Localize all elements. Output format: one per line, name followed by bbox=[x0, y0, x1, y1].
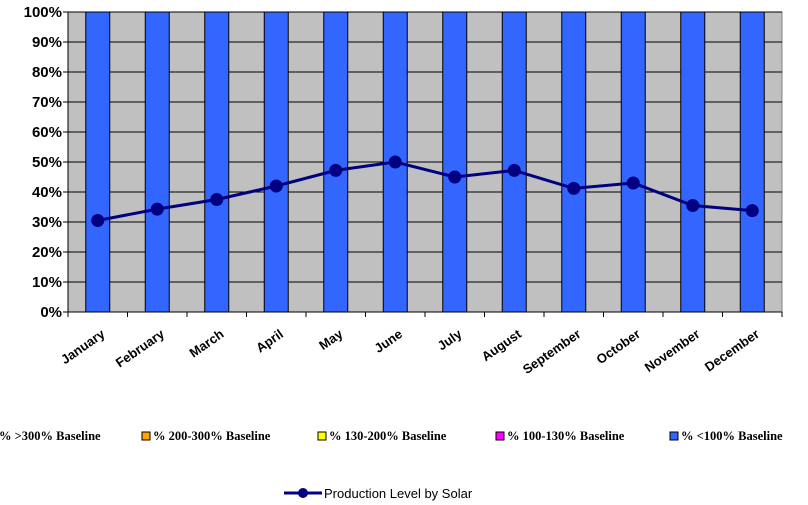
y-tick-label: 10% bbox=[32, 274, 62, 291]
y-tick-label: 40% bbox=[32, 184, 62, 201]
bar bbox=[501, 11, 527, 313]
line-point bbox=[686, 199, 700, 212]
y-tick-label: 80% bbox=[32, 64, 62, 81]
x-tick-label: December bbox=[702, 326, 762, 374]
x-tick-label: May bbox=[316, 326, 346, 353]
y-tick-label: 0% bbox=[40, 304, 62, 321]
bar bbox=[144, 11, 170, 313]
line-point bbox=[150, 202, 164, 216]
legend-marker bbox=[298, 488, 308, 498]
bar bbox=[85, 11, 111, 313]
legend-label: Production Level by Solar bbox=[324, 486, 473, 501]
legend-swatch bbox=[141, 431, 151, 441]
line-point bbox=[626, 176, 640, 190]
x-tick-label: April bbox=[253, 326, 286, 355]
y-tick-label: 90% bbox=[32, 34, 62, 51]
bar bbox=[442, 11, 468, 313]
stack-legend: % >300% Baseline % 200-300% Baseline % 130… bbox=[0, 429, 783, 443]
bar bbox=[561, 11, 587, 313]
bar bbox=[680, 11, 706, 313]
y-axis: 0% 10% 20% 30% 40% 50% 60% 70% 80% 90% 100% bbox=[24, 4, 69, 321]
legend-swatch bbox=[669, 431, 679, 441]
line-point bbox=[269, 179, 283, 193]
legend-label: % <100% Baseline bbox=[681, 429, 783, 443]
x-tick-label: September bbox=[520, 326, 584, 377]
x-tick-label: February bbox=[113, 326, 168, 371]
bar bbox=[739, 11, 765, 313]
line-point bbox=[567, 181, 581, 195]
x-tick-label: January bbox=[58, 326, 108, 367]
line-point bbox=[388, 155, 402, 169]
bar bbox=[204, 11, 230, 313]
legend-label: % >300% Baseline bbox=[0, 429, 101, 443]
legend-label: % 100-130% Baseline bbox=[507, 429, 625, 443]
line-point bbox=[329, 163, 343, 177]
legend-label: % 200-300% Baseline bbox=[153, 429, 271, 443]
y-tick-label: 70% bbox=[32, 94, 62, 111]
bar bbox=[263, 11, 289, 313]
x-tick-label: November bbox=[642, 326, 703, 375]
line-legend: Production Level by Solar bbox=[284, 486, 473, 501]
plot-area bbox=[67, 11, 783, 313]
series-line bbox=[97, 160, 753, 222]
legend-swatch bbox=[495, 431, 505, 441]
x-tick-label: October bbox=[594, 326, 643, 367]
x-tick-label: June bbox=[372, 326, 405, 356]
bar bbox=[323, 11, 349, 313]
y-tick-label: 20% bbox=[32, 244, 62, 261]
y-tick-label: 60% bbox=[32, 124, 62, 141]
y-tick-label: 50% bbox=[32, 154, 62, 171]
line-point bbox=[507, 163, 521, 177]
x-tick-label: July bbox=[435, 326, 466, 354]
x-tick-label: August bbox=[479, 326, 525, 364]
x-axis: January February March April May June July Augu… bbox=[58, 311, 783, 377]
bar bbox=[620, 11, 646, 313]
line-point bbox=[91, 214, 105, 227]
line-point bbox=[210, 193, 224, 206]
legend-label: % 130-200% Baseline bbox=[329, 429, 447, 443]
x-tick-label: March bbox=[186, 326, 226, 360]
line-point bbox=[745, 204, 759, 218]
y-tick-label: 100% bbox=[24, 4, 62, 21]
line-point bbox=[448, 170, 462, 184]
legend-swatch bbox=[317, 431, 327, 441]
y-tick-label: 30% bbox=[32, 214, 62, 231]
